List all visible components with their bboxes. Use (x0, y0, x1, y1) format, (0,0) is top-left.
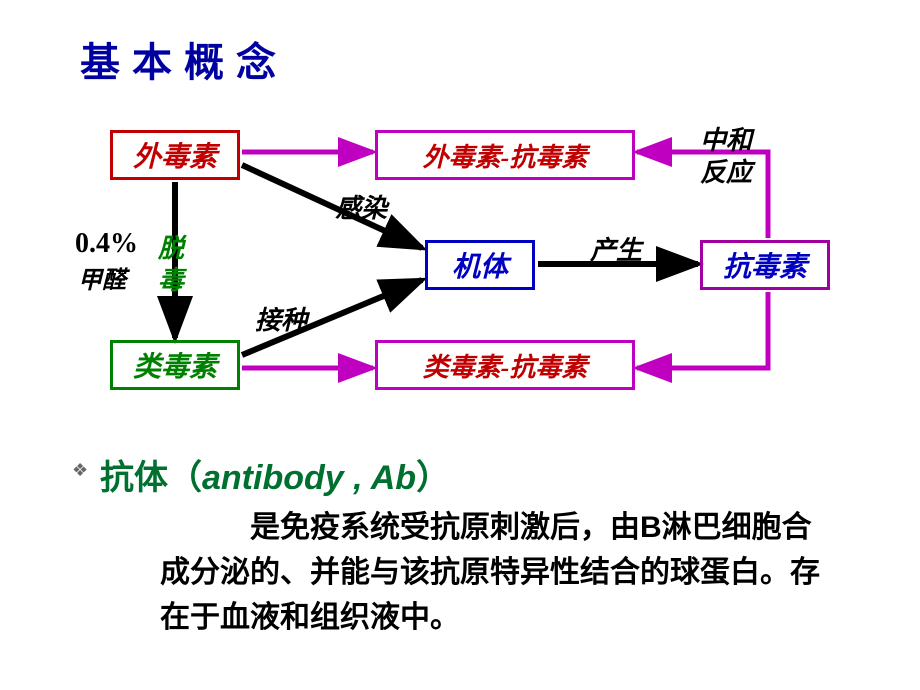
node-toxoid-antitoxin: 类毒素-抗毒素 (375, 340, 635, 390)
antibody-heading: 抗体（antibody , Ab） (100, 450, 450, 499)
label-percent: 0.4% (75, 228, 138, 260)
label-inoculate: 接种 (255, 300, 307, 337)
page-title: 基本概念 (80, 30, 288, 88)
label-detox-2: 毒 (158, 260, 184, 297)
node-exotoxin: 外毒素 (110, 130, 240, 180)
label-formaldehyde: 甲醛 (78, 260, 126, 295)
node-toxoid: 类毒素 (110, 340, 240, 390)
node-antitoxin: 抗毒素 (700, 240, 830, 290)
antibody-prefix: 抗体（ (100, 459, 202, 497)
bullet-icon: ❖ (72, 460, 88, 481)
antibody-latin: antibody , Ab (202, 459, 416, 497)
label-infect: 感染 (335, 188, 387, 225)
node-body: 机体 (425, 240, 535, 290)
node-exotoxin-antitoxin: 外毒素-抗毒素 (375, 130, 635, 180)
label-produce: 产生 (590, 230, 642, 267)
label-neutralize-2: 反应 (700, 152, 752, 189)
antibody-suffix: ） (416, 459, 450, 497)
antibody-definition: 是免疫系统受抗原刺激后，由B淋巴细胞合成分泌的、并能与该抗原特异性结合的球蛋白。… (160, 505, 840, 640)
